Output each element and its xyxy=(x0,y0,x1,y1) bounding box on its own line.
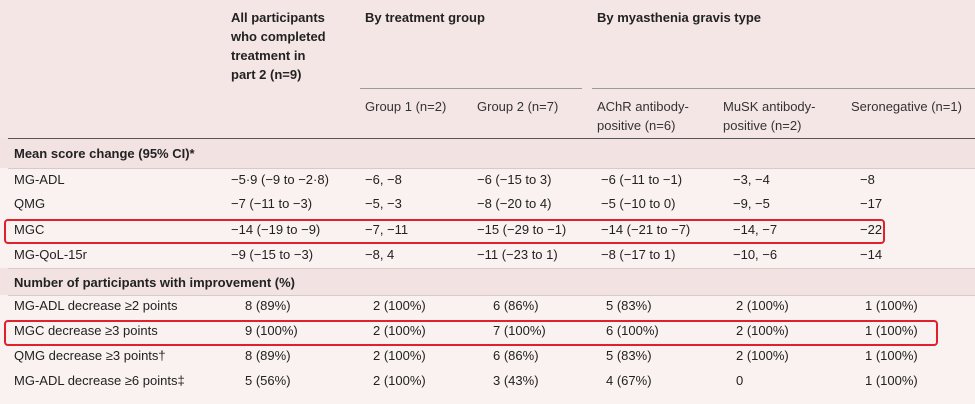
cell-musk: 2 (100%) xyxy=(736,323,789,338)
cell-all: 9 (100%) xyxy=(245,323,298,338)
header-by-mg-type: By myasthenia gravis type xyxy=(597,10,762,25)
cell-group1: −5, −3 xyxy=(365,196,402,211)
cell-musk: −9, −5 xyxy=(733,196,770,211)
cell-group2: −11 (−23 to 1) xyxy=(477,247,558,262)
cell-all: −14 (−19 to −9) xyxy=(231,222,321,237)
section-band-mean xyxy=(0,138,975,168)
cell-label: MG-ADL decrease ≥6 points‡ xyxy=(14,373,185,388)
cell-seronegative: −22 xyxy=(860,222,883,237)
cell-achr: −6 (−11 to −1) xyxy=(601,172,683,187)
cell-musk: −10, −6 xyxy=(733,247,778,262)
cell-label: QMG decrease ≥3 points† xyxy=(14,348,166,363)
cell-group2: 6 (86%) xyxy=(493,348,539,363)
cell-group1: 2 (100%) xyxy=(373,323,426,338)
header-all-line2: who completed xyxy=(231,29,326,44)
cell-musk: 0 xyxy=(736,373,744,388)
cell-label: MGC decrease ≥3 points xyxy=(14,323,158,338)
header-all-line4: part 2 (n=9) xyxy=(231,67,302,82)
header-seronegative: Seronegative (n=1) xyxy=(851,99,962,114)
highlight-box-mgc-decrease xyxy=(4,320,938,346)
cell-seronegative: 1 (100%) xyxy=(865,323,918,338)
header-musk-line2: positive (n=2) xyxy=(723,118,802,133)
cell-achr: 4 (67%) xyxy=(606,373,652,388)
cell-seronegative: −8 xyxy=(860,172,875,187)
header-by-treatment-group: By treatment group xyxy=(365,10,485,25)
header-achr: AChR antibody- positive (n=6) xyxy=(597,97,689,135)
header-group1: Group 1 (n=2) xyxy=(365,99,447,114)
cell-group1: 2 (100%) xyxy=(373,348,426,363)
cell-all: 8 (89%) xyxy=(245,298,291,313)
cell-all: 5 (56%) xyxy=(245,373,291,388)
cell-label: QMG xyxy=(14,196,46,211)
row-divider xyxy=(8,268,975,269)
cell-achr: 6 (100%) xyxy=(606,323,659,338)
body-band-improvement xyxy=(0,295,975,404)
cell-musk: −3, −4 xyxy=(733,172,770,187)
cell-seronegative: 1 (100%) xyxy=(865,373,918,388)
section-mean-score-change: Mean score change (95% CI)* xyxy=(14,146,195,161)
cell-group1: −7, −11 xyxy=(365,222,409,237)
cell-achr: 5 (83%) xyxy=(606,298,652,313)
cell-all: −9 (−15 to −3) xyxy=(231,247,314,262)
cell-all: 8 (89%) xyxy=(245,348,291,363)
row-divider xyxy=(8,295,975,296)
header-group2: Group 2 (n=7) xyxy=(477,99,559,114)
cell-group2: 7 (100%) xyxy=(493,323,546,338)
section-band-improvement xyxy=(0,268,975,295)
section-participants-improvement: Number of participants with improvement … xyxy=(14,275,295,290)
cell-seronegative: −17 xyxy=(860,196,883,211)
cell-musk: 2 (100%) xyxy=(736,348,789,363)
cell-achr: −5 (−10 to 0) xyxy=(601,196,676,211)
cell-group2: −15 (−29 to −1) xyxy=(477,222,567,237)
cell-achr: −14 (−21 to −7) xyxy=(601,222,691,237)
body-band-mean xyxy=(0,168,975,268)
mg-type-rule xyxy=(592,88,975,89)
header-musk: MuSK antibody- positive (n=2) xyxy=(723,97,816,135)
cell-group2: 6 (86%) xyxy=(493,298,539,313)
cell-group1: 2 (100%) xyxy=(373,298,426,313)
cell-all: −5·9 (−9 to −2·8) xyxy=(231,172,329,187)
cell-all: −7 (−11 to −3) xyxy=(231,196,313,211)
cell-achr: −8 (−17 to 1) xyxy=(601,247,676,262)
cell-seronegative: −14 xyxy=(860,247,883,262)
cell-group2: −8 (−20 to 4) xyxy=(477,196,552,211)
cell-achr: 5 (83%) xyxy=(606,348,652,363)
cell-seronegative: 1 (100%) xyxy=(865,348,918,363)
cell-label: MG-ADL decrease ≥2 points xyxy=(14,298,178,313)
header-all-line3: treatment in xyxy=(231,48,306,63)
cell-label: MGC xyxy=(14,222,45,237)
row-divider xyxy=(8,168,975,169)
header-bottom-rule xyxy=(8,138,975,139)
cell-group1: 2 (100%) xyxy=(373,373,426,388)
cell-group1: −6, −8 xyxy=(365,172,402,187)
cell-label: MG-QoL-15r xyxy=(14,247,87,262)
header-all-line1: All participants xyxy=(231,10,325,25)
cell-group1: −8, 4 xyxy=(365,247,395,262)
cell-seronegative: 1 (100%) xyxy=(865,298,918,313)
header-all-participants: All participants who completed treatment… xyxy=(231,8,326,84)
cell-label: MG-ADL xyxy=(14,172,65,187)
header-achr-line1: AChR antibody- xyxy=(597,99,689,114)
header-achr-line2: positive (n=6) xyxy=(597,118,676,133)
cell-musk: −14, −7 xyxy=(733,222,778,237)
header-musk-line1: MuSK antibody- xyxy=(723,99,816,114)
cell-musk: 2 (100%) xyxy=(736,298,789,313)
treatment-group-rule xyxy=(360,88,582,89)
cell-group2: 3 (43%) xyxy=(493,373,539,388)
highlight-box-mgc xyxy=(4,219,885,244)
cell-group2: −6 (−15 to 3) xyxy=(477,172,552,187)
header-band xyxy=(0,0,975,138)
